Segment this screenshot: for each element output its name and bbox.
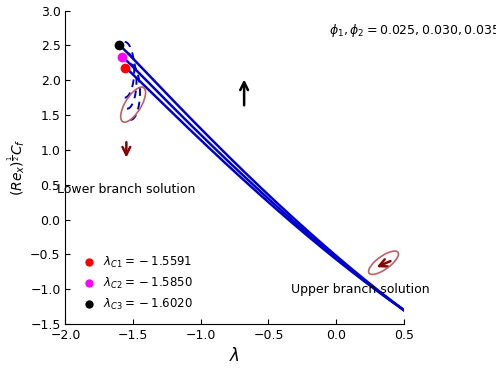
- Text: Lower branch solution: Lower branch solution: [57, 183, 195, 196]
- Text: $\phi_1, \phi_2 = 0.025, 0.030, 0.035$: $\phi_1, \phi_2 = 0.025, 0.030, 0.035$: [329, 22, 496, 39]
- X-axis label: $\lambda$: $\lambda$: [229, 348, 240, 365]
- Y-axis label: $(Re_x)^{\frac{1}{2}}C_f$: $(Re_x)^{\frac{1}{2}}C_f$: [5, 138, 27, 196]
- Text: Upper branch solution: Upper branch solution: [291, 283, 430, 296]
- Legend: $\lambda_{C1} = -1.5591$, $\lambda_{C2} = -1.5850$, $\lambda_{C3} = -1.6020$: $\lambda_{C1} = -1.5591$, $\lambda_{C2} …: [71, 249, 199, 318]
